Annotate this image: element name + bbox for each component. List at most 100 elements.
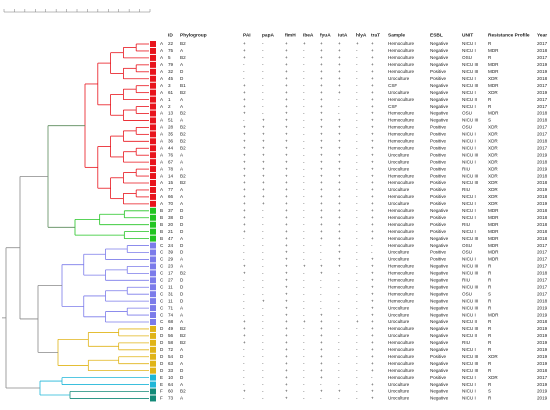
cell: A bbox=[180, 159, 184, 164]
cell: Hemoculture bbox=[388, 97, 414, 102]
cell: + bbox=[371, 229, 374, 234]
column-header: iutA bbox=[338, 32, 348, 38]
cell: - bbox=[320, 305, 322, 310]
cell: Positive bbox=[430, 173, 447, 178]
cell: - bbox=[243, 382, 245, 387]
cell: NICU III bbox=[462, 152, 478, 157]
cell: - bbox=[356, 284, 358, 289]
cell: Negative bbox=[430, 271, 449, 276]
cell: Uroculture bbox=[388, 166, 410, 171]
cell: - bbox=[338, 298, 340, 303]
cell: + bbox=[338, 250, 341, 255]
cell: 2018 bbox=[537, 215, 548, 220]
cell: + bbox=[285, 173, 288, 178]
cell: Positive bbox=[430, 194, 447, 199]
cell: - bbox=[262, 368, 264, 373]
cell: R bbox=[488, 97, 492, 102]
cell: NICU I bbox=[462, 48, 476, 53]
cell: + bbox=[338, 125, 341, 130]
cell: + bbox=[338, 62, 341, 67]
cell: - bbox=[303, 354, 305, 359]
cell: + bbox=[285, 396, 288, 401]
cluster-box bbox=[150, 353, 156, 360]
cell: - bbox=[338, 375, 340, 380]
cell: - bbox=[303, 298, 305, 303]
cell: 68 bbox=[168, 319, 174, 324]
cell: Uroculture bbox=[388, 187, 410, 192]
cell: - bbox=[356, 208, 358, 213]
cell: Hemoculture bbox=[388, 48, 414, 53]
cell: - bbox=[243, 298, 245, 303]
cell: - bbox=[303, 152, 305, 157]
cell: NICU I bbox=[462, 347, 476, 352]
cell: - bbox=[303, 97, 305, 102]
cell: OSU bbox=[462, 250, 472, 255]
cell: C bbox=[160, 291, 164, 296]
cell: 2018 bbox=[537, 48, 548, 53]
cluster-box bbox=[150, 277, 156, 284]
cell: + bbox=[285, 236, 288, 241]
cell: - bbox=[320, 396, 322, 401]
cell: F bbox=[160, 389, 163, 394]
cell: D bbox=[160, 333, 164, 338]
cell: + bbox=[338, 69, 341, 74]
cell: Uroculture bbox=[388, 90, 410, 95]
cell: 2017 bbox=[537, 104, 548, 109]
cell: + bbox=[371, 333, 374, 338]
cell: - bbox=[303, 118, 305, 123]
cell: + bbox=[371, 208, 374, 213]
cell: - bbox=[303, 48, 305, 53]
cell: 39 bbox=[168, 250, 174, 255]
cell: 44 bbox=[168, 145, 174, 150]
column-header: papA bbox=[262, 32, 275, 38]
cell: + bbox=[371, 201, 374, 206]
cell: A bbox=[160, 76, 164, 81]
cell: NICU I bbox=[462, 145, 476, 150]
cell: B2 bbox=[180, 132, 186, 137]
cell: 23 bbox=[168, 264, 174, 269]
cell: - bbox=[262, 361, 264, 366]
cell: + bbox=[285, 340, 288, 345]
cell: + bbox=[338, 187, 341, 192]
cell: + bbox=[338, 159, 341, 164]
cell: + bbox=[338, 243, 341, 248]
cell: + bbox=[285, 375, 288, 380]
cell: C bbox=[160, 271, 164, 276]
cell: + bbox=[371, 347, 374, 352]
cell: Hemoculture bbox=[388, 229, 414, 234]
cell: - bbox=[320, 278, 322, 283]
cell: + bbox=[285, 215, 288, 220]
cell: + bbox=[243, 48, 246, 53]
cell: 2018 bbox=[537, 271, 548, 276]
cell: A bbox=[180, 152, 184, 157]
cell: Positive bbox=[430, 375, 447, 380]
cell: - bbox=[303, 201, 305, 206]
cell: C bbox=[160, 305, 164, 310]
cell: 63 bbox=[168, 361, 174, 366]
column-header: ESBL bbox=[430, 32, 443, 38]
cell: D bbox=[180, 368, 184, 373]
cell: Positive bbox=[430, 139, 447, 144]
cell: + bbox=[285, 312, 288, 317]
cell: NICU III bbox=[462, 305, 478, 310]
cell: + bbox=[243, 132, 246, 137]
cell: + bbox=[285, 180, 288, 185]
cell: + bbox=[320, 368, 323, 373]
cell: - bbox=[303, 326, 305, 331]
cell: - bbox=[303, 368, 305, 373]
cell: - bbox=[243, 118, 245, 123]
cell: 2019 bbox=[537, 354, 548, 359]
cell: 11 bbox=[168, 284, 173, 289]
cluster-box bbox=[150, 325, 156, 332]
cell: A bbox=[160, 55, 164, 60]
cell: 2018 bbox=[537, 298, 548, 303]
cell: - bbox=[371, 250, 373, 255]
cell: + bbox=[320, 271, 323, 276]
cell: + bbox=[320, 111, 323, 116]
cell: + bbox=[371, 118, 374, 123]
cell: NICU I bbox=[462, 257, 476, 262]
cell: + bbox=[262, 180, 265, 185]
cell: + bbox=[243, 41, 246, 46]
cell: + bbox=[338, 139, 341, 144]
cluster-box bbox=[150, 186, 156, 193]
